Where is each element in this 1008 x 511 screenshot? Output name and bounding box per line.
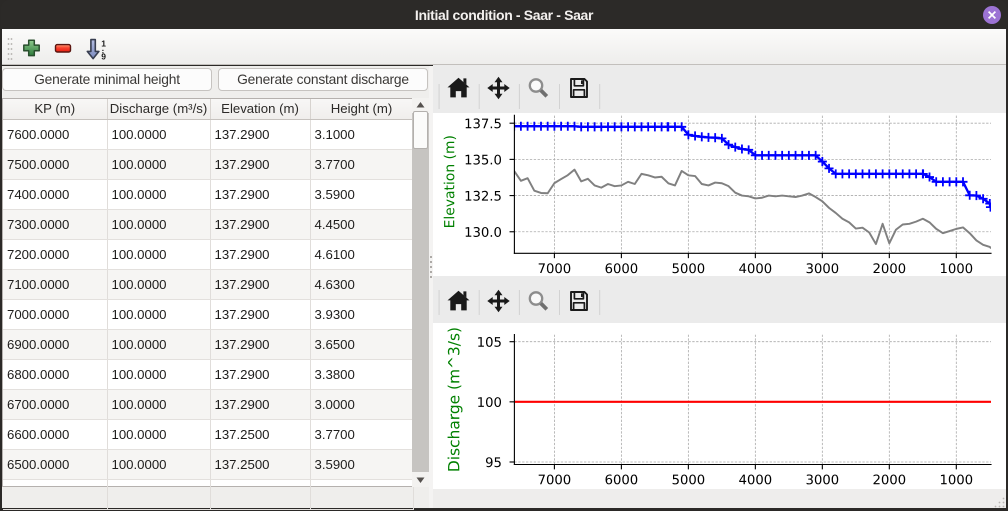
svg-text:9: 9 [101, 52, 106, 62]
svg-text:1: 1 [101, 38, 106, 48]
